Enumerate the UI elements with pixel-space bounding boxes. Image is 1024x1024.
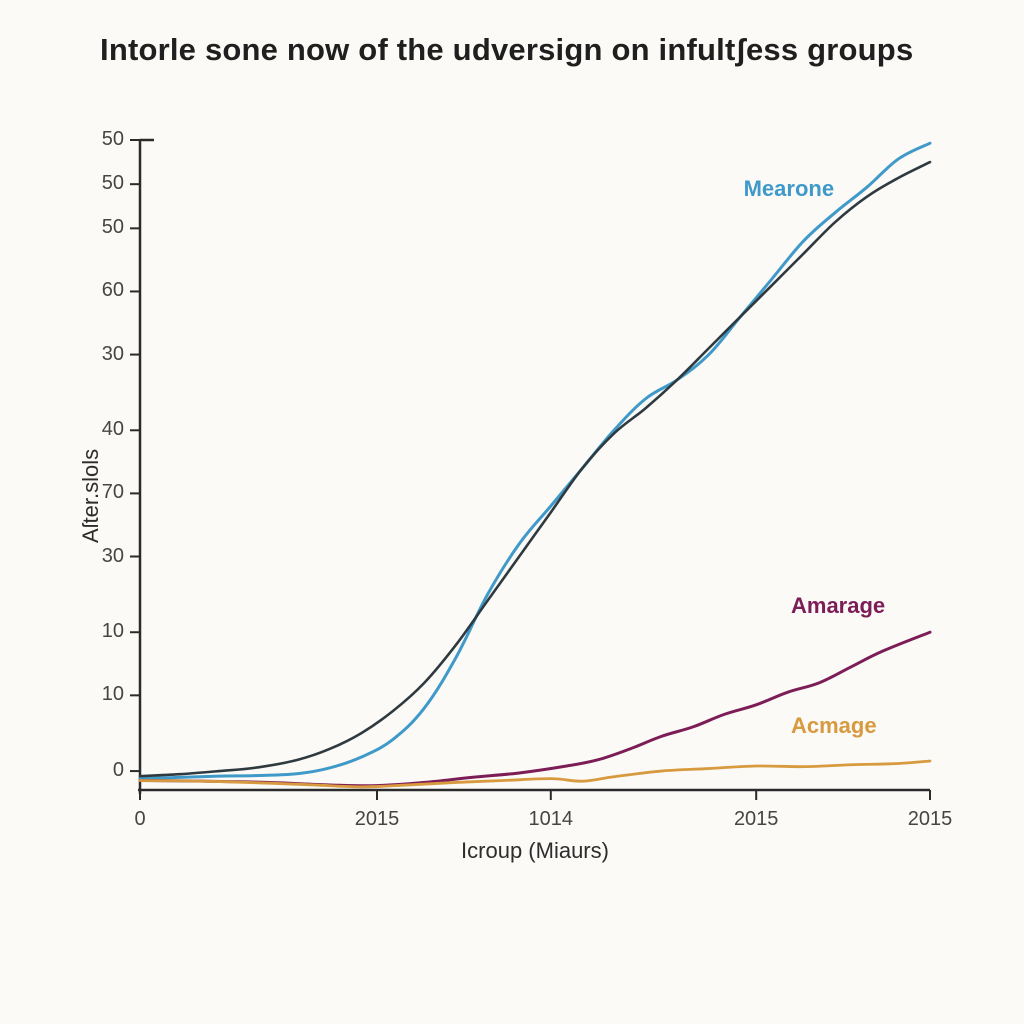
chart-svg [85,130,965,880]
y-tick-label: 40 [84,418,124,441]
x-tick-label: 0 [134,808,145,831]
chart-page: Intorle sone now of the udversign on inf… [0,0,1024,1024]
series-Acmage [140,761,930,787]
x-axis-label: Icroup (Miaurs) [461,838,609,864]
y-tick-label: 10 [84,683,124,706]
series-Mearone-blue [140,143,930,778]
series-label-Acmage: Acmage [791,713,877,739]
series-Amarage [140,632,930,786]
y-tick-label: 30 [84,545,124,568]
x-tick-label: 2015 [355,808,400,831]
y-tick-label: 50 [84,216,124,239]
y-tick-label: 30 [84,343,124,366]
x-tick-label: 2015 [734,808,779,831]
y-tick-label: 70 [84,481,124,504]
x-tick-label: 2015 [908,808,953,831]
y-tick-label: 60 [84,279,124,302]
y-tick-label: 10 [84,620,124,643]
y-tick-label: 50 [84,128,124,151]
chart-plot-area: Aſter.slols Icroup (Miaurs) 010103070403… [85,130,965,880]
x-tick-label: 1014 [529,808,574,831]
series-label-Amarage: Amarage [791,593,885,619]
y-tick-label: 50 [84,172,124,195]
series-label-Mearone-blue: Mearone [744,176,834,202]
y-tick-label: 0 [84,759,124,782]
chart-title: Intorle sone now of the udversign on inf… [100,32,913,68]
